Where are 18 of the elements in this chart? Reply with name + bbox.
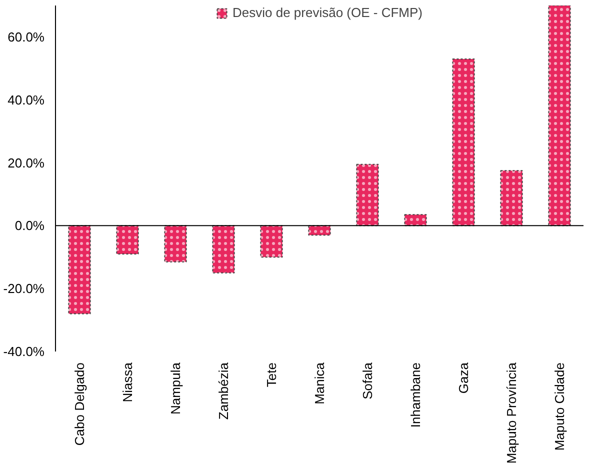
x-tick-label: Cabo Delgado (72, 362, 87, 446)
x-tick-label: Sofala (360, 362, 375, 400)
y-tick-label: 20.0% (8, 155, 45, 170)
x-tick-label: Niassa (120, 362, 135, 402)
y-tick-label: -40.0% (3, 344, 45, 359)
y-tick-label: 60.0% (8, 29, 45, 44)
legend-label: Desvio de previsão (OE - CFMP) (232, 5, 422, 20)
x-tick-label: Inhambane (408, 362, 423, 428)
x-tick-label: Nampula (168, 362, 183, 415)
x-tick-label: Maputo Cidade (552, 362, 567, 451)
y-tick-label: 0.0% (14, 218, 45, 234)
x-tick-label: Maputo Província (504, 362, 519, 464)
y-tick-label: 40.0% (8, 92, 45, 108)
x-tick-label: Zambézia (216, 362, 231, 420)
y-tick-label: -20.0% (3, 281, 45, 296)
x-tick-label: Manica (312, 362, 327, 404)
x-tick-label: Gaza (456, 362, 471, 394)
x-tick-label: Tete (264, 362, 279, 388)
